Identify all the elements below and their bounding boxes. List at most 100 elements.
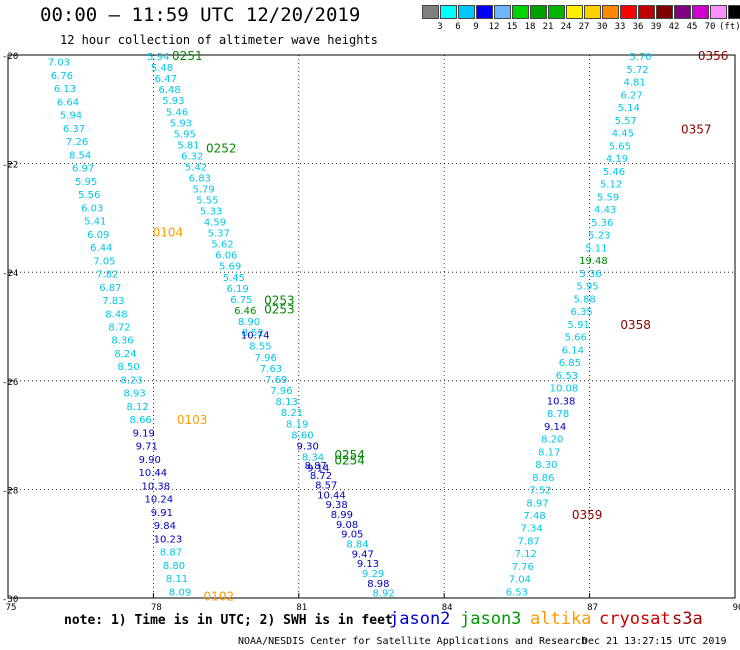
pass-label: 0103 [177,413,208,427]
wave-height-value: 4.59 [204,218,226,229]
wave-height-value: 6.75 [230,295,252,306]
wave-height-value: 4.19 [606,154,628,165]
wave-height-value: 8.19 [286,419,308,430]
color-scale-label: 3 [437,22,443,32]
wave-height-value: 6.87 [99,283,121,294]
pass-label: 0254 [334,454,365,468]
wave-height-value: 5.94 [147,52,169,63]
pass-label: 0359 [572,508,603,522]
wave-height-value: 8.12 [127,402,149,413]
wave-height-value: 8.50 [117,362,139,373]
footer-timestamp: Dec 21 13:27:15 UTC 2019 [582,636,727,647]
wave-height-value: 4.45 [612,129,634,140]
wave-height-value: 7.48 [523,511,545,522]
wave-height-value: 5.95 [75,177,97,188]
wave-height-value: 5.46 [166,107,188,118]
wave-height-value: 9.91 [151,508,173,519]
wave-height-value: 5.46 [603,167,625,178]
wave-height-value: 8.48 [105,309,127,320]
wave-height-value: 7.96 [255,353,277,364]
wave-height-value: 8.57 [315,481,337,492]
color-swatch-15 [692,5,709,19]
wave-height-value: 6.35 [571,307,593,318]
legend-jason3: jason3 [460,609,522,629]
wave-height-value: 8.84 [346,539,368,550]
wave-height-value: 7.34 [520,524,542,535]
wave-height-value: 5.33 [200,207,222,218]
wave-height-value: 5.56 [78,190,100,201]
wave-height-value: 6.27 [621,90,643,101]
wave-height-value: 8.99 [331,510,353,521]
wave-height-value: 5.95 [576,282,598,293]
wave-height-value: 7.04 [509,575,531,586]
wave-height-value: 9.71 [136,442,158,453]
y-tick-label: -22 [2,161,18,171]
wave-height-value: 8.36 [111,336,133,347]
wave-height-value: 5.55 [196,196,218,207]
color-scale-label: 36 [632,22,644,32]
wave-height-value: 8.72 [108,323,130,334]
wave-height-value: 8.92 [372,589,394,600]
wave-height-value: 6.85 [559,358,581,369]
wave-height-value: 8.90 [238,317,260,328]
wave-height-value: 9.29 [362,569,384,580]
color-swatch-4 [494,5,511,19]
pass-label: 0102 [204,589,235,603]
wave-height-value: 6.14 [562,345,584,356]
pass-label: 0357 [681,122,712,136]
data-values: 7.03 6.76 6.13 6.64 5.94 6.37 7.26 8.54 6.97 5.95… [48,52,652,599]
legend-jason2: jason2 [389,609,451,629]
wave-height-value: 8.87 [305,461,327,472]
wave-height-value: 5.91 [568,320,590,331]
wave-height-value: 7.63 [260,364,282,375]
wave-height-value: 6.64 [57,97,79,108]
wave-height-value: 5.72 [626,65,648,76]
x-tick-label: 75 [6,603,17,613]
color-scale-label: 6 [455,22,461,32]
color-swatch-14 [674,5,691,19]
wave-height-value: 9.05 [341,530,363,541]
wave-height-value: 6.13 [54,84,76,95]
x-tick-label: 87 [587,603,598,613]
wave-height-value: 8.66 [130,415,152,426]
wave-height-value: 5.59 [597,192,619,203]
wave-height-value: 5.81 [177,140,199,151]
wave-height-value: 8.17 [538,447,560,458]
wave-height-value: 10.23 [154,534,183,545]
wave-height-value: 7.82 [96,270,118,281]
wave-height-value: 9.47 [352,549,374,560]
wave-height-value: 7.83 [102,296,124,307]
pass-label: 0253 [264,293,295,307]
color-swatch-10 [602,5,619,19]
wave-height-value: 5.66 [565,333,587,344]
x-tick-label: 90 [733,603,740,613]
color-scale-label: 21 [542,22,554,32]
wave-height-value: 7.03 [48,58,70,69]
wave-height-value: 6.83 [189,173,211,184]
color-swatch-7 [548,5,565,19]
wave-height-value: 6.53 [506,587,528,598]
color-swatch-11 [620,5,637,19]
x-tick-label: 84 [442,603,453,613]
x-tick-label: 81 [296,603,307,613]
wave-height-value: 8.87 [160,548,182,559]
color-scale-bar [422,5,740,19]
legend-altika: altika [530,609,592,629]
wave-height-value: 6.09 [87,230,109,241]
wave-height-value: 8.24 [114,349,136,360]
wave-height-value: 8.09 [169,587,191,598]
wave-height-value: 5.41 [84,217,106,228]
y-tick-label: -24 [2,269,18,279]
wave-height-value: 5.79 [192,184,214,195]
color-swatch-2 [458,5,475,19]
color-swatch-16 [710,5,727,19]
wave-height-value: 8.11 [166,574,188,585]
wave-height-value: 19.48 [579,256,608,267]
wave-height-value: 5.93 [162,96,184,107]
wave-height-value: 6.97 [72,164,94,175]
pass-label: 0104 [153,225,184,239]
wave-height-value: 4.43 [594,205,616,216]
wave-height-value: 5.48 [151,63,173,74]
wave-height-value: 5.37 [208,229,230,240]
wave-height-value: 10.08 [550,384,579,395]
